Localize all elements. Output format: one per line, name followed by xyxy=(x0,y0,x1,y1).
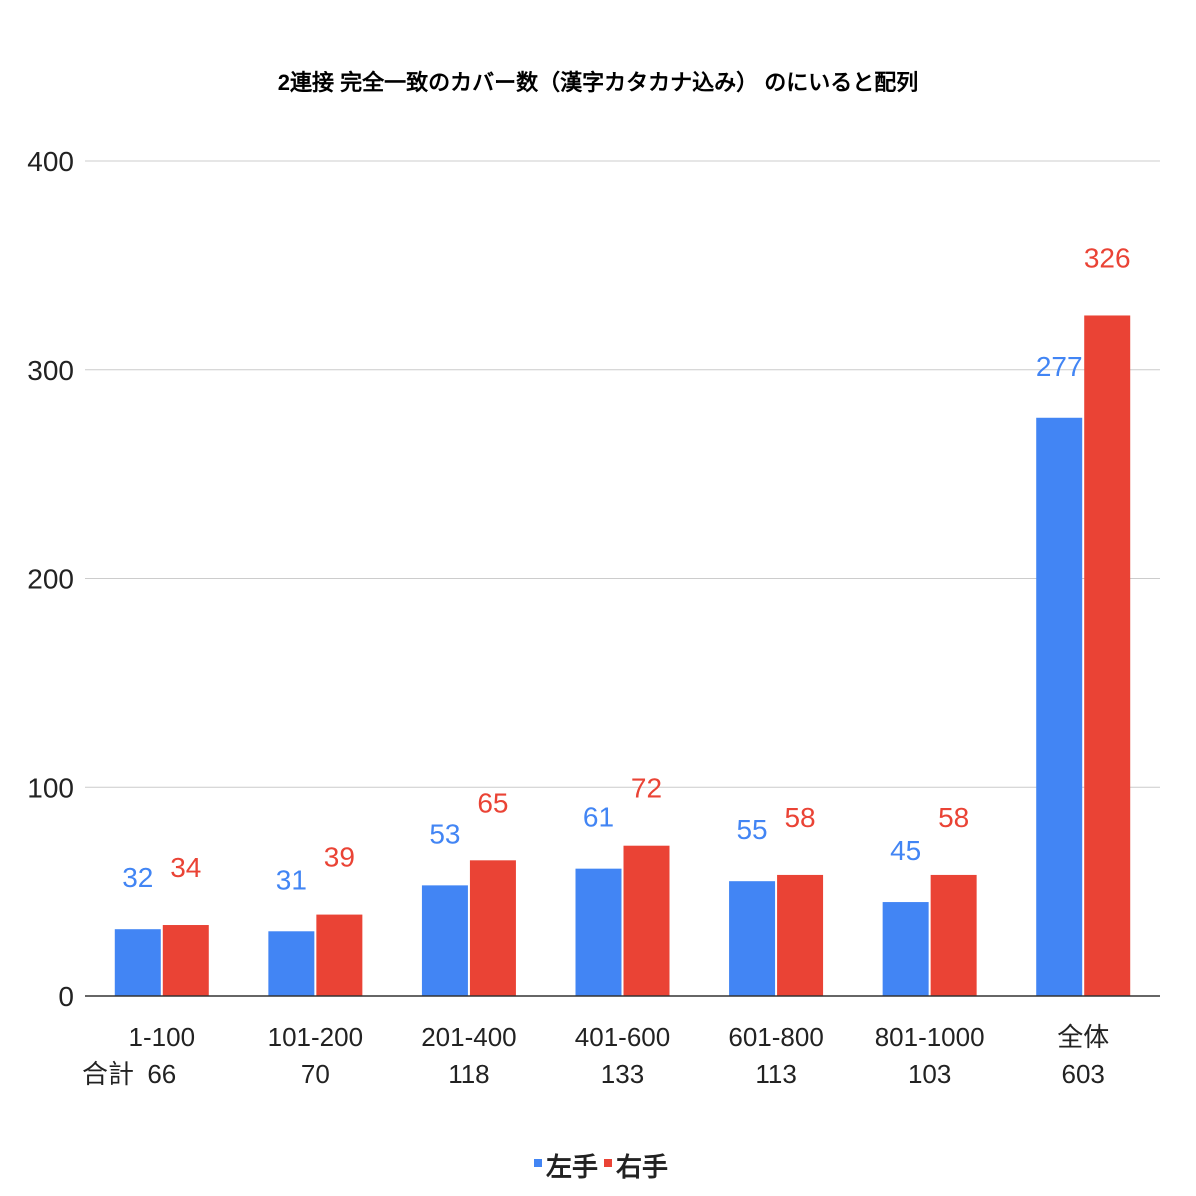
bar-right-4[interactable] xyxy=(777,874,824,996)
data-label: 45 xyxy=(890,835,921,866)
data-label: 32 xyxy=(122,862,153,893)
data-label: 34 xyxy=(170,852,201,883)
legend-label-1[interactable]: 右手 xyxy=(616,1152,668,1182)
data-label: 61 xyxy=(583,802,614,833)
data-label: 53 xyxy=(429,818,460,849)
data-label: 31 xyxy=(276,864,307,895)
y-tick-label: 300 xyxy=(27,355,74,386)
bar-left-0[interactable] xyxy=(114,929,161,996)
bar-left-3[interactable] xyxy=(575,868,622,996)
bar-right-6[interactable] xyxy=(1084,315,1131,997)
x-category-label: 601-800 xyxy=(728,1022,823,1052)
x-category-label: 201-400 xyxy=(421,1022,516,1052)
category-total: 113 xyxy=(755,1059,796,1089)
data-label: 65 xyxy=(477,787,508,818)
x-axis-categories: 1-100 66 101-200 70 201-400 118 401-600 133 601-… xyxy=(129,1022,1110,1089)
bar-left-4[interactable] xyxy=(729,881,776,996)
legend-swatch-0 xyxy=(534,1159,542,1167)
legend[interactable]: 左手 右手 xyxy=(534,1152,668,1182)
category-total: 603 xyxy=(1062,1059,1105,1089)
data-label: 58 xyxy=(784,802,815,833)
x-category-label: 全体 xyxy=(1057,1022,1109,1052)
data-label: 55 xyxy=(736,814,767,845)
data-labels: 32 34 31 39 53 65 61 72 55 58 45 58 277 326 xyxy=(122,242,1130,895)
bar-right-3[interactable] xyxy=(623,845,670,996)
y-axis-ticks: 0 100 200 300 400 xyxy=(27,146,74,1012)
category-total: 118 xyxy=(448,1059,489,1089)
x-category-label: 401-600 xyxy=(575,1022,670,1052)
data-label: 39 xyxy=(324,842,355,873)
chart-title: 2連接 完全一致のカバー数（漢字カタカナ込み） のにいると配列 xyxy=(278,70,918,95)
y-tick-label: 100 xyxy=(27,772,74,803)
bars xyxy=(114,315,1131,997)
bar-right-2[interactable] xyxy=(469,860,516,996)
bar-right-1[interactable] xyxy=(316,914,363,996)
data-label: 72 xyxy=(631,773,662,804)
data-label: 326 xyxy=(1084,242,1131,273)
data-label: 277 xyxy=(1036,351,1083,382)
bar-left-5[interactable] xyxy=(882,902,929,996)
x-category-label: 101-200 xyxy=(268,1022,363,1052)
totals-row-label: 合計 xyxy=(82,1059,134,1089)
x-category-label: 801-1000 xyxy=(875,1022,985,1052)
legend-swatch-1 xyxy=(604,1159,612,1167)
category-total: 70 xyxy=(301,1059,330,1089)
bar-left-2[interactable] xyxy=(421,885,468,996)
bar-right-0[interactable] xyxy=(162,925,209,996)
category-total: 133 xyxy=(601,1059,644,1089)
y-tick-label: 0 xyxy=(58,981,74,1012)
data-label: 58 xyxy=(938,802,969,833)
bar-left-1[interactable] xyxy=(268,931,315,996)
bar-left-6[interactable] xyxy=(1036,417,1083,996)
y-tick-label: 200 xyxy=(27,564,74,595)
category-total: 66 xyxy=(147,1059,176,1089)
legend-label-0[interactable]: 左手 xyxy=(546,1152,598,1182)
category-total: 103 xyxy=(908,1059,951,1089)
bar-right-5[interactable] xyxy=(930,874,977,996)
x-category-label: 1-100 xyxy=(129,1022,196,1052)
gridlines xyxy=(85,160,1160,788)
y-tick-label: 400 xyxy=(27,146,74,177)
